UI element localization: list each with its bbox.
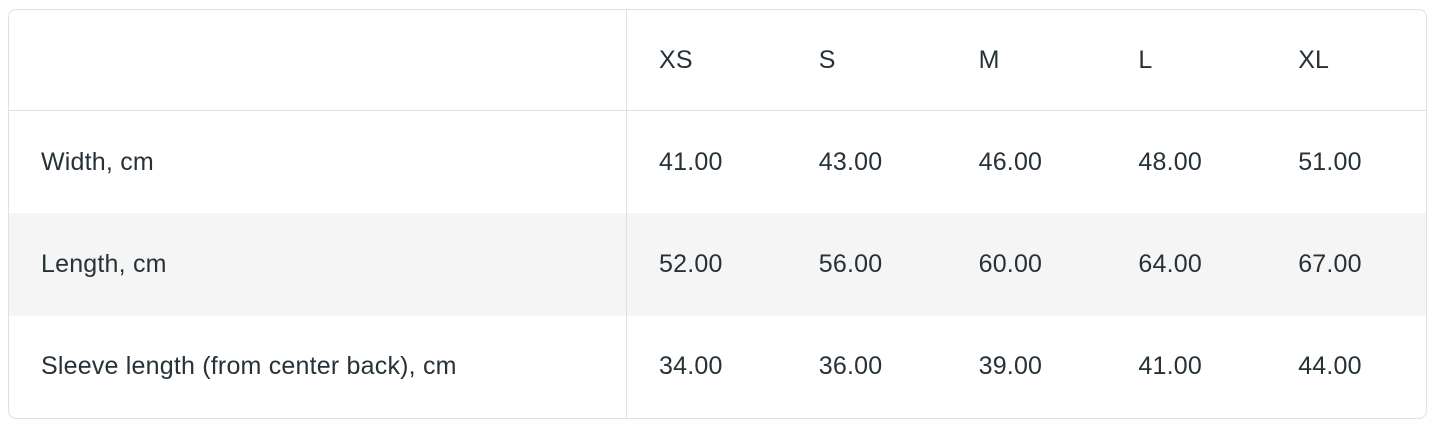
column-header-s: S [786, 10, 947, 111]
table-header-row: XS S M L XL [9, 10, 1426, 111]
cell-value: 43.00 [818, 147, 883, 176]
cell-value: 64.00 [1138, 249, 1202, 278]
column-header-xl: XL [1266, 10, 1426, 111]
table-row-length: Length, cm 52.00 56.00 60.00 64.00 67.00 [9, 213, 1426, 316]
size-chart-table: XS S M L XL Width, cm 41.00 43.00 46.00 … [8, 9, 1427, 419]
cell-value: 44.00 [1298, 352, 1362, 381]
cell-value: 48.00 [1138, 147, 1202, 176]
cell-value: 36.00 [818, 352, 883, 381]
column-header-xs: XS [627, 10, 787, 111]
cell-value: 67.00 [1298, 249, 1362, 278]
cell-value: 41.00 [1138, 352, 1202, 381]
cell-value: 60.00 [978, 249, 1043, 278]
cell-value: 34.00 [659, 352, 723, 381]
cell-value: 52.00 [659, 249, 723, 278]
column-header-l: L [1106, 10, 1267, 111]
row-label: Width, cm [9, 111, 627, 214]
table-row-sleeve-length: Sleeve length (from center back), cm 34.… [9, 315, 1426, 418]
header-empty-cell [9, 10, 627, 111]
cell-value: 46.00 [978, 147, 1043, 176]
column-header-m: M [946, 10, 1107, 111]
cell-value: 51.00 [1298, 147, 1362, 176]
row-label: Sleeve length (from center back), cm [9, 315, 627, 418]
cell-value: 56.00 [818, 249, 883, 278]
row-label: Length, cm [9, 213, 627, 316]
table-row-width: Width, cm 41.00 43.00 46.00 48.00 51.00 [9, 111, 1426, 214]
cell-value: 41.00 [659, 147, 723, 176]
cell-value: 39.00 [978, 352, 1043, 381]
